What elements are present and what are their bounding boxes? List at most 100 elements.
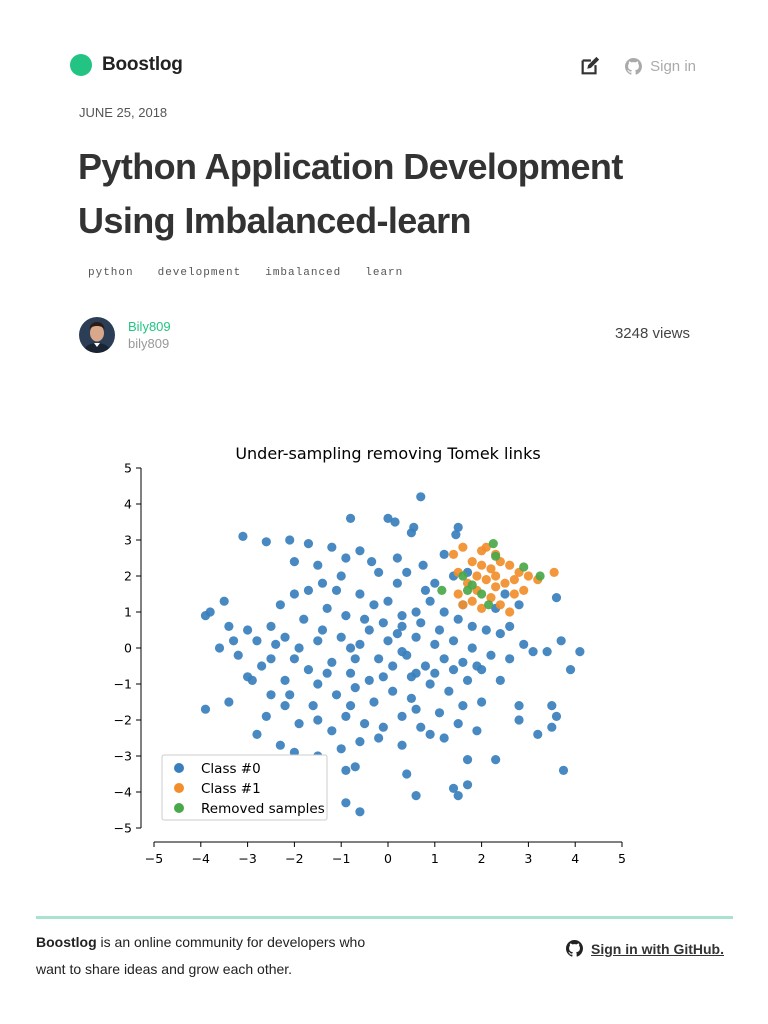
class0-point — [575, 647, 585, 657]
class0-point — [336, 744, 346, 754]
class1-point — [467, 557, 477, 567]
tag-python[interactable]: python — [88, 267, 134, 279]
class0-point — [341, 711, 351, 721]
class1-point — [505, 560, 515, 570]
legend-marker-class1 — [174, 783, 184, 793]
class0-point — [425, 596, 435, 606]
class0-point — [289, 557, 299, 567]
y-tick-label: 3 — [124, 533, 132, 548]
avatar[interactable] — [79, 317, 115, 353]
class0-point — [416, 618, 426, 628]
signin-link[interactable]: Sign in — [625, 57, 696, 75]
class0-point — [411, 607, 421, 617]
class1-point — [509, 575, 519, 585]
removed-point — [484, 600, 494, 610]
class0-point — [252, 729, 262, 739]
tag-learn[interactable]: learn — [365, 267, 404, 279]
class0-point — [341, 798, 351, 808]
scatter-chart: Under-sampling removing Tomek links −5 −4… — [100, 430, 660, 880]
class0-point — [266, 621, 276, 631]
tag-development[interactable]: development — [157, 267, 242, 279]
class0-point — [238, 531, 248, 541]
class0-point — [462, 675, 473, 685]
class0-point — [200, 704, 211, 714]
class0-point — [402, 567, 412, 577]
class1-point — [458, 600, 468, 610]
class0-point — [383, 636, 393, 646]
class1-point — [509, 589, 519, 599]
x-tick-label: −5 — [145, 851, 163, 866]
class0-point — [556, 636, 566, 646]
author-name[interactable]: Bily809 — [128, 319, 171, 334]
chart-legend: Class #0 Class #1 Removed samples — [161, 754, 328, 821]
class0-point — [355, 737, 365, 747]
legend-marker-removed — [174, 803, 184, 813]
class0-point — [308, 701, 318, 711]
class0-point — [355, 639, 365, 649]
github-icon — [625, 57, 643, 75]
class0-point — [214, 643, 225, 653]
class0-point — [411, 791, 421, 801]
class0-point — [547, 701, 557, 711]
class1-point — [519, 585, 529, 595]
x-tick-label: 5 — [618, 851, 626, 866]
class1-point — [505, 607, 515, 617]
author-info: Bily809 bily809 — [128, 319, 171, 351]
class0-point — [434, 625, 445, 635]
chart-points — [200, 492, 585, 817]
class0-point — [341, 765, 351, 775]
class0-point — [451, 530, 461, 540]
class0-point — [439, 733, 449, 743]
class1-point — [491, 571, 501, 581]
class0-point — [345, 701, 356, 711]
legend-marker-class0 — [174, 763, 184, 773]
class0-point — [392, 578, 402, 588]
class0-point — [224, 621, 234, 631]
class0-point — [551, 711, 562, 721]
class0-point — [458, 657, 468, 667]
class0-point — [205, 607, 215, 617]
class0-point — [378, 672, 388, 682]
class0-point — [266, 654, 276, 664]
class0-point — [294, 719, 304, 729]
class0-point — [364, 675, 374, 685]
class0-point — [519, 639, 529, 649]
class0-point — [453, 719, 463, 729]
chart-axes: −5 −4 −3 −2 −1 0 1 2 3 4 5 5 4 3 2 1 0 −1 −2 −3 −4 −5 — [114, 461, 626, 867]
class1-point — [486, 593, 496, 603]
class0-point — [547, 722, 557, 732]
class0-point — [542, 647, 552, 657]
class0-point — [495, 675, 505, 685]
class0-point — [313, 636, 323, 646]
tag-imbalanced[interactable]: imbalanced — [265, 267, 342, 279]
footer-text: is an online community for developers wh… — [36, 934, 366, 977]
class0-point — [462, 755, 473, 765]
class0-point — [388, 686, 398, 696]
x-tick-label: 1 — [431, 851, 439, 866]
class0-point — [252, 636, 262, 646]
class0-point — [275, 600, 285, 610]
class0-point — [486, 650, 496, 660]
class0-point — [266, 690, 276, 700]
class0-point — [303, 539, 314, 549]
class0-point — [402, 769, 412, 779]
github-signin-link[interactable]: Sign in with GitHub. — [566, 940, 724, 957]
class0-point — [374, 654, 384, 664]
class1-point — [448, 549, 459, 559]
class0-point — [369, 697, 379, 707]
brand-logo[interactable]: Boostlog — [70, 54, 183, 76]
class0-point — [528, 647, 538, 657]
class1-point — [467, 596, 477, 606]
edit-icon[interactable] — [579, 55, 601, 77]
class0-point — [439, 607, 449, 617]
signin-label: Sign in — [650, 57, 696, 75]
class0-point — [336, 571, 346, 581]
class0-point — [491, 755, 501, 765]
class0-point — [364, 625, 374, 635]
class0-point — [434, 708, 445, 718]
y-tick-label: 0 — [124, 641, 132, 656]
class0-point — [411, 704, 421, 714]
class1-point — [549, 567, 559, 577]
class0-point — [397, 611, 407, 621]
y-tick-label: 5 — [124, 461, 132, 476]
